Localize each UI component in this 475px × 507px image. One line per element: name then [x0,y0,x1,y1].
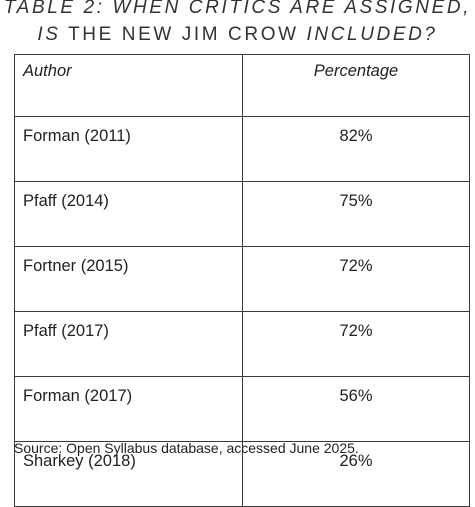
author-cell: Fortner (2015) [14,246,243,312]
table-title: TABLE 2: WHEN CRITICS ARE ASSIGNED, IS T… [0,0,475,47]
author-cell: Forman (2011) [14,116,243,182]
table-row: Pfaff (2017) 72% [14,311,470,377]
author-cell: Pfaff (2017) [14,311,243,377]
percentage-cell: 82% [242,116,470,182]
table-row: Pfaff (2014) 75% [14,181,470,247]
table-row: Fortner (2015) 72% [14,246,470,312]
column-header-percentage: Percentage [242,54,470,117]
author-cell: Forman (2017) [14,376,243,442]
table-title-line-1: TABLE 2: WHEN CRITICS ARE ASSIGNED, [3,0,472,18]
column-header-author: Author [14,54,243,117]
data-table: Author Percentage Forman (2011) 82% Pfaf… [14,54,470,507]
table-row: Forman (2011) 82% [14,116,470,182]
table-title-included: INCLUDED? [306,24,438,45]
table-title-is: IS [37,24,61,45]
table-title-line-2: IS THE NEW JIM CROW INCLUDED? [0,23,475,47]
table-header-row: Author Percentage [14,54,470,117]
percentage-cell: 72% [242,246,470,312]
percentage-cell: 56% [242,376,470,442]
percentage-cell: 75% [242,181,470,247]
author-cell: Pfaff (2014) [14,181,243,247]
percentage-cell: 72% [242,311,470,377]
table-title-book-name: THE NEW JIM CROW [60,24,307,45]
source-note: Source: Open Syllabus database, accessed… [14,440,359,456]
table-row: Forman (2017) 56% [14,376,470,442]
